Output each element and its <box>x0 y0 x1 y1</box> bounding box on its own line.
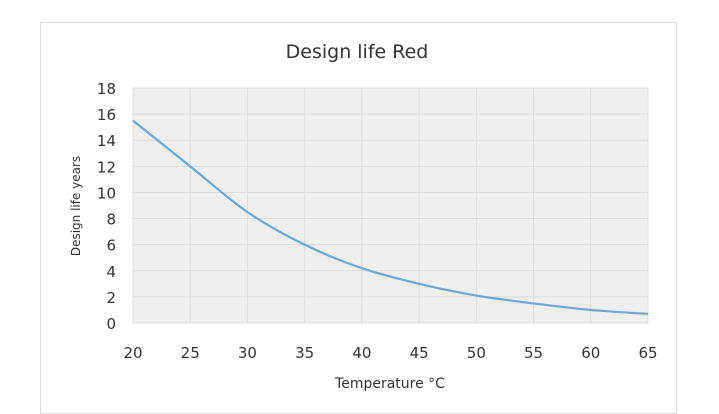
x-tick-label: 40 <box>352 344 371 362</box>
x-tick-label: 60 <box>581 344 600 362</box>
y-tick-label: 6 <box>106 237 116 255</box>
x-tick-label: 50 <box>467 344 486 362</box>
y-tick-label: 16 <box>97 106 116 124</box>
y-tick-label: 10 <box>97 184 116 202</box>
series-line <box>132 119 649 315</box>
x-tick-label: 20 <box>123 344 142 362</box>
y-axis-label: Design life years <box>69 156 83 256</box>
y-tick-label: 0 <box>106 315 116 333</box>
y-tick-label: 12 <box>97 158 116 176</box>
plot-area <box>133 88 648 323</box>
x-tick-label: 65 <box>638 344 657 362</box>
y-tick-label: 2 <box>106 289 116 307</box>
x-axis-label: Temperature °C <box>334 376 445 392</box>
x-tick-label: 35 <box>295 344 314 362</box>
x-tick-label: 25 <box>181 344 200 362</box>
y-tick-label: 18 <box>97 80 116 98</box>
line-chart: 0 2 4 6 8 10 12 14 16 18 20 25 30 35 40 45 50 55 60 65 Desig… <box>69 41 658 392</box>
x-tick-label: 30 <box>238 344 257 362</box>
y-tick-label: 8 <box>106 211 116 229</box>
y-tick-label: 14 <box>97 132 116 150</box>
chart-title: Design life Red <box>286 41 429 63</box>
x-tick-label: 45 <box>410 344 429 362</box>
y-tick-label: 4 <box>106 263 116 281</box>
x-tick-label: 55 <box>524 344 543 362</box>
